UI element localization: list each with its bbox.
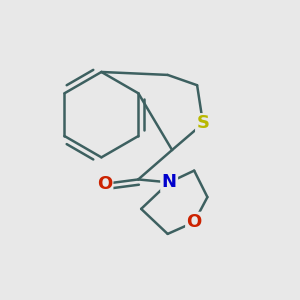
Text: N: N: [162, 173, 177, 191]
Text: O: O: [187, 213, 202, 231]
Text: O: O: [97, 175, 112, 193]
Text: S: S: [196, 115, 209, 133]
